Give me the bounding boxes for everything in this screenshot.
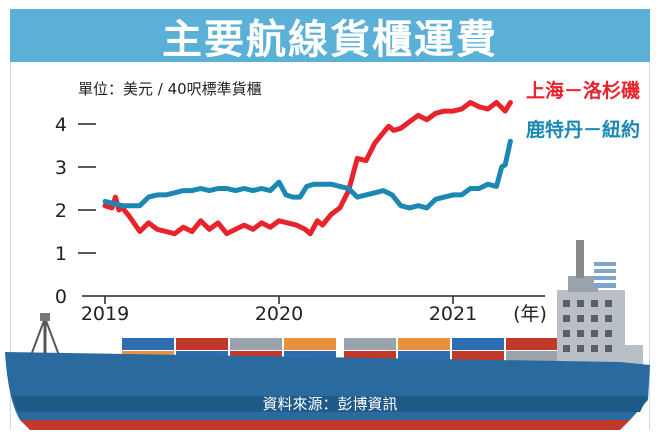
chart-title: 主要航線貨櫃運費 — [162, 16, 498, 63]
y-tick-label: 2 — [55, 200, 67, 222]
crane-head — [40, 313, 50, 321]
chart-frame — [10, 62, 650, 430]
shipping-container — [344, 338, 396, 350]
bridge-window — [563, 330, 570, 337]
legend-label: 鹿特丹－紐約 — [526, 118, 640, 141]
y-tick-label: 0 — [55, 286, 67, 308]
bridge-windows — [563, 300, 612, 352]
bridge-window — [605, 345, 612, 352]
series-layer — [102, 100, 513, 237]
crane-brace — [44, 317, 61, 359]
shipping-container — [230, 338, 282, 350]
bridge-window — [591, 300, 598, 307]
title-banner: 主要航線貨櫃運費 — [10, 9, 650, 63]
bridge-window — [591, 330, 598, 337]
bridge-window — [563, 300, 570, 307]
bridge-window — [591, 345, 598, 352]
axis-layer: 單位：美元 / 40呎標準貨櫃 0 1 2 3 4 2019 2020 2021 (年) 上海－洛杉… — [55, 79, 640, 325]
crane-brace — [29, 317, 46, 359]
bridge-window — [577, 315, 584, 322]
legend-label: 上海－洛杉磯 — [526, 79, 640, 102]
bridge-window — [591, 315, 598, 322]
series-line-rotterdam-new-york — [102, 138, 513, 211]
bridge-window — [577, 330, 584, 337]
shipping-container — [284, 338, 336, 350]
shipping-container — [122, 338, 174, 350]
shipping-container — [176, 338, 228, 350]
bridge-window — [605, 315, 612, 322]
bridge-window — [577, 345, 584, 352]
bridge-window — [577, 300, 584, 307]
bridge-window — [605, 300, 612, 307]
x-tick-label: 2020 — [255, 303, 303, 325]
container-ship-illustration: 資料來源：彭博資訊 — [5, 240, 650, 430]
funnel-stripe — [594, 266, 616, 269]
ship-stern-deck — [625, 345, 643, 365]
y-tick-label: 3 — [55, 157, 67, 179]
bridge-window — [563, 345, 570, 352]
shipping-container — [506, 338, 558, 350]
shipping-container — [398, 338, 450, 350]
x-tick-label: 2021 — [429, 303, 477, 325]
funnel-stripe — [594, 273, 616, 276]
unit-label: 單位：美元 / 40呎標準貨櫃 — [78, 80, 262, 98]
funnel-stripe — [594, 280, 616, 283]
hull-shadow — [12, 396, 648, 412]
y-tick-label: 4 — [55, 114, 67, 136]
ship-mast — [576, 240, 584, 278]
hull-waterline — [20, 420, 630, 430]
bridge-top — [568, 276, 598, 292]
series-line-shanghai-los-angeles — [102, 100, 513, 237]
bridge-window — [563, 315, 570, 322]
source-note: 資料來源：彭博資訊 — [262, 395, 397, 413]
shipping-container — [506, 351, 558, 363]
y-tick-label: 1 — [55, 243, 67, 265]
shipping-container — [452, 338, 504, 350]
bridge-window — [605, 330, 612, 337]
x-tick-label: 2019 — [81, 303, 129, 325]
x-axis-label: (年) — [513, 303, 547, 325]
